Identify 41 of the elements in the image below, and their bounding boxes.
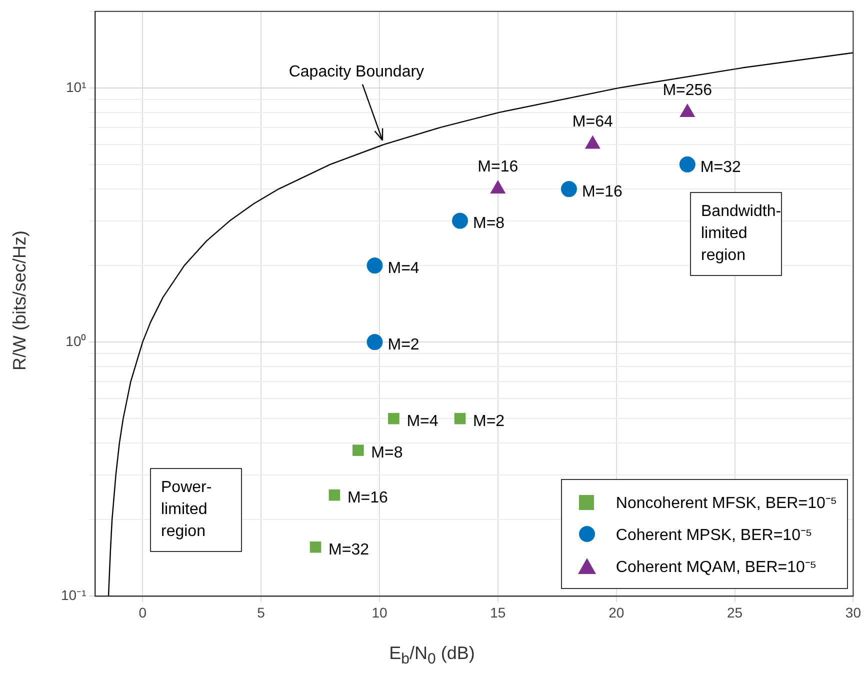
annotation: Bandwidth-limited region: [690, 192, 782, 276]
y-axis-title: R/W (bits/sec/Hz): [10, 229, 30, 372]
annotation: M=2: [473, 412, 505, 430]
x-tick-label: 10: [372, 604, 388, 620]
annotation: M=16: [347, 489, 388, 506]
annotation: M=32: [700, 158, 741, 176]
annotation: M=16: [582, 183, 623, 200]
y-tick-label: 10⁻¹: [61, 587, 87, 604]
x-tick-label: 20: [608, 604, 624, 620]
point: [352, 444, 364, 456]
y-tick-label: 10⁰: [66, 332, 86, 349]
x-tick-label: 15: [490, 604, 506, 620]
point: [366, 334, 383, 350]
x-axis-title: E$_{b}$/N$_{0}$ (dB): [388, 643, 476, 668]
y-tick-label: 10¹: [66, 78, 87, 95]
point: [679, 156, 696, 172]
annotation: M=8: [473, 215, 505, 232]
annotation: M=2: [388, 336, 420, 354]
annotation: Power-limited region: [150, 468, 242, 552]
point: [454, 412, 466, 424]
annotation: M=4: [406, 412, 438, 430]
annotation: M=256: [662, 82, 712, 99]
legend-label: Coherent MQAM, BER=10⁻⁵: [616, 558, 817, 577]
annotation: M=16: [478, 158, 518, 176]
annotation: M=8: [371, 444, 403, 462]
x-tick-label: 0: [138, 604, 147, 620]
annotation: M=4: [388, 260, 420, 277]
x-tick-label: 30: [845, 604, 862, 620]
point: [310, 541, 322, 553]
legend-label: Coherent MPSK, BER=10⁻⁵: [616, 526, 812, 545]
annotation: M=32: [328, 542, 370, 559]
point: [366, 258, 383, 274]
point: [388, 412, 400, 424]
annotation: M=64: [572, 114, 613, 131]
point: [560, 181, 577, 198]
point: [452, 212, 468, 229]
point: [328, 489, 340, 501]
legend-label: Noncoherent MFSK, BER=10⁻⁵: [616, 494, 837, 513]
x-tick-label: 25: [726, 604, 743, 620]
x-tick-label: 5: [257, 604, 266, 620]
annotation: Capacity Boundary: [288, 64, 424, 81]
